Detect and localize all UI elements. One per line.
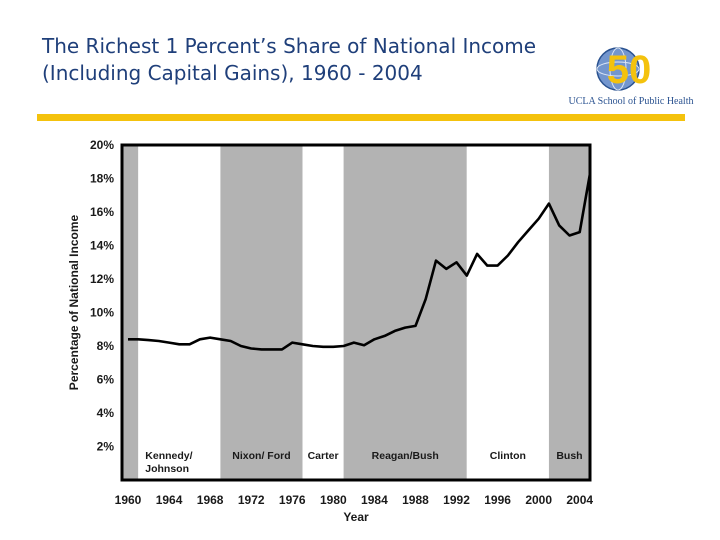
era-label: Kennedy/: [145, 450, 192, 462]
x-tick-label: 1964: [156, 493, 183, 507]
x-tick-label: 1976: [279, 493, 306, 507]
y-tick-label: 20%: [90, 138, 114, 152]
era-label: Carter: [308, 450, 339, 462]
era-label: Nixon/ Ford: [232, 450, 290, 462]
era-band: [138, 145, 221, 480]
y-axis-ticks: 2% 4% 6% 8% 10% 12% 14% 16% 18% 20%: [90, 138, 114, 454]
plot-frame: [120, 143, 592, 482]
x-tick-label: 1988: [402, 493, 429, 507]
x-tick-label: 1984: [361, 493, 388, 507]
y-tick-label: 2%: [97, 440, 115, 454]
era-band: [220, 145, 303, 480]
y-axis-title: Percentage of National Income: [67, 214, 81, 390]
slide-title-line-1: The Richest 1 Percent’s Share of Nationa…: [42, 34, 537, 58]
x-tick-label: 1960: [115, 493, 142, 507]
era-band-pre: [122, 145, 139, 480]
logo-text: UCLA School of Public Health: [568, 96, 694, 107]
y-tick-label: 4%: [97, 406, 115, 420]
x-tick-label: 2000: [525, 493, 552, 507]
y-tick-label: 10%: [90, 306, 114, 320]
y-tick-label: 18%: [90, 172, 114, 186]
x-tick-label: 1996: [484, 493, 511, 507]
x-tick-label: 1972: [238, 493, 265, 507]
x-tick-label: 1980: [320, 493, 347, 507]
era-bands: [122, 145, 590, 480]
gold-divider: [37, 114, 685, 121]
x-axis-ticks: 1960 1964 1968 1972 1976 1980 1984 1988 1992 1996…: [115, 493, 594, 507]
y-tick-label: 12%: [90, 272, 114, 286]
series-line-top-1-percent: [128, 173, 592, 351]
y-tick-label: 14%: [90, 239, 114, 253]
era-label: Reagan/Bush: [372, 450, 439, 462]
x-axis-title: Year: [343, 510, 369, 524]
x-tick-label: 1968: [197, 493, 224, 507]
era-band: [343, 145, 467, 480]
era-label: Bush: [556, 450, 582, 462]
era-label-line-2: Johnson: [145, 463, 189, 475]
era-band: [548, 145, 590, 480]
ucla-logo: 50 UCLA School of Public Health: [558, 42, 704, 110]
era-label: Clinton: [490, 450, 526, 462]
x-tick-label: 1992: [443, 493, 470, 507]
era-band: [302, 145, 344, 480]
logo-mark: 50: [607, 48, 652, 92]
era-labels: Kennedy/Johnson Nixon/ Ford Carter Reagan/B…: [145, 450, 582, 475]
y-tick-label: 16%: [90, 205, 114, 219]
y-tick-label: 8%: [97, 339, 115, 353]
x-tick-label: 2004: [566, 493, 593, 507]
anniversary-globe-icon: 50: [596, 47, 652, 92]
slide-title: The Richest 1 Percent’s Share of Nationa…: [42, 33, 562, 87]
slide-title-line-2: (Including Capital Gains), 1960 - 2004: [42, 61, 423, 85]
y-tick-label: 6%: [97, 373, 115, 387]
era-band: [466, 145, 549, 480]
